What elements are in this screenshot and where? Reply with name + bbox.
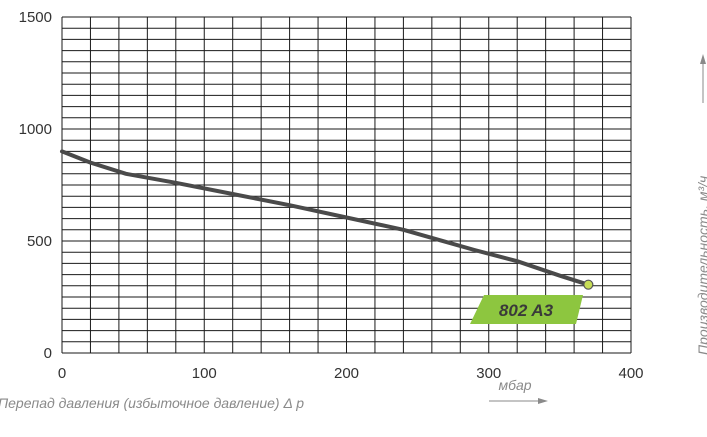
y-tick-label: 1500 (19, 9, 52, 26)
x-axis-label: Перепад давления (избыточное давление) Δ… (0, 395, 304, 411)
series-name-label: 802 A3 (499, 301, 554, 320)
series-badge-background (470, 295, 583, 324)
series-line (60, 149, 591, 287)
series-badge: 802 A3 (470, 295, 583, 324)
x-tick-labels: 0 100 200 300 400 (58, 365, 644, 382)
x-tick-label: 100 (192, 365, 217, 382)
x-axis-arrow-icon (489, 398, 548, 404)
grid (61, 16, 632, 354)
x-tick-label: 400 (618, 365, 643, 382)
y-axis-label: Производительность, м³/ч (695, 176, 707, 355)
x-axis-unit: мбар (498, 377, 531, 393)
y-axis-arrow-icon (700, 54, 706, 103)
y-tick-label: 500 (27, 233, 52, 250)
series-end-marker (583, 279, 594, 290)
y-tick-label: 0 (44, 345, 52, 362)
x-tick-label: 300 (476, 365, 501, 382)
x-tick-label: 0 (58, 365, 66, 382)
y-tick-labels: 0 500 1000 1500 (19, 9, 52, 362)
y-tick-label: 1000 (19, 121, 52, 138)
x-tick-label: 200 (334, 365, 359, 382)
